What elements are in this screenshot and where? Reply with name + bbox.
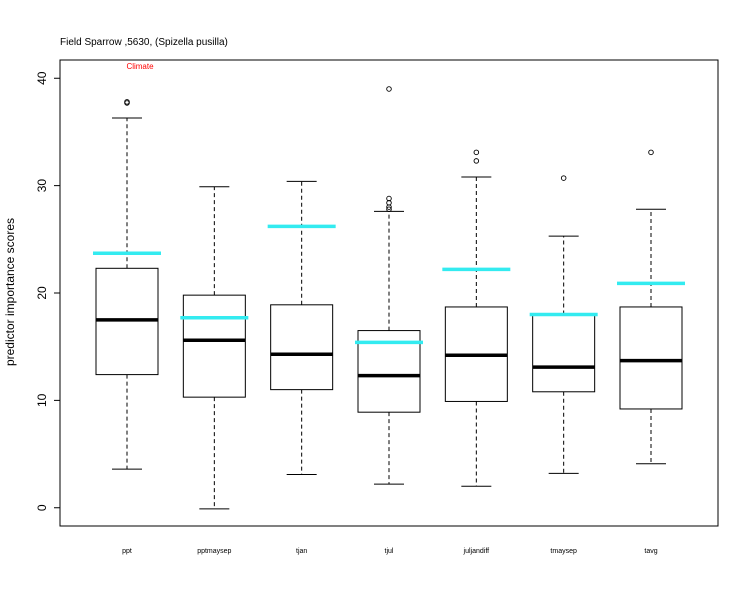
y-axis: 0 10 20 30 40 bbox=[35, 71, 61, 511]
y-tick-label: 40 bbox=[35, 71, 49, 85]
iqr-box bbox=[619, 306, 683, 410]
x-tick-label: pptmaysep bbox=[197, 548, 231, 555]
outlier-point bbox=[648, 149, 654, 156]
iqr-box bbox=[270, 304, 334, 391]
iqr-box bbox=[182, 294, 246, 398]
outlier-point bbox=[386, 206, 392, 212]
x-tick-label: tavg bbox=[644, 548, 657, 555]
boxes-group bbox=[93, 86, 685, 510]
y-tick-label: 10 bbox=[35, 393, 49, 407]
outlier-point bbox=[473, 149, 480, 156]
x-axis: ppt pptmaysep tjan tjul juljandiff tmaysep tav… bbox=[122, 548, 658, 555]
outlier-point bbox=[386, 86, 392, 92]
y-tick-label: 30 bbox=[35, 179, 49, 193]
box-ppt bbox=[93, 99, 161, 470]
box-pptmaysep bbox=[180, 186, 249, 510]
outlier-point bbox=[124, 100, 130, 106]
chart-title: Field Sparrow ,5630, (Spizella pusilla) bbox=[60, 37, 228, 48]
iqr-box bbox=[532, 313, 596, 393]
box-tjan bbox=[267, 180, 336, 475]
y-tick-label: 20 bbox=[35, 286, 49, 300]
box-tmaysep bbox=[529, 175, 598, 474]
box-tavg bbox=[617, 149, 685, 465]
box-juljandiff bbox=[442, 149, 511, 487]
box-tjul bbox=[355, 86, 423, 485]
x-tick-label: juljandiff bbox=[463, 548, 490, 555]
climate-annotation: Climate bbox=[126, 62, 154, 71]
x-tick-label: tmaysep bbox=[550, 548, 577, 555]
iqr-box bbox=[357, 330, 421, 413]
outlier-point bbox=[473, 158, 480, 164]
x-tick-label: ppt bbox=[122, 548, 132, 555]
y-tick-label: 0 bbox=[35, 504, 49, 511]
x-tick-label: tjul bbox=[385, 548, 394, 555]
outlier-point bbox=[386, 204, 392, 210]
y-axis-label: predictor importance scores bbox=[3, 218, 17, 366]
x-tick-label: tjan bbox=[296, 548, 307, 555]
outlier-point bbox=[560, 175, 567, 181]
